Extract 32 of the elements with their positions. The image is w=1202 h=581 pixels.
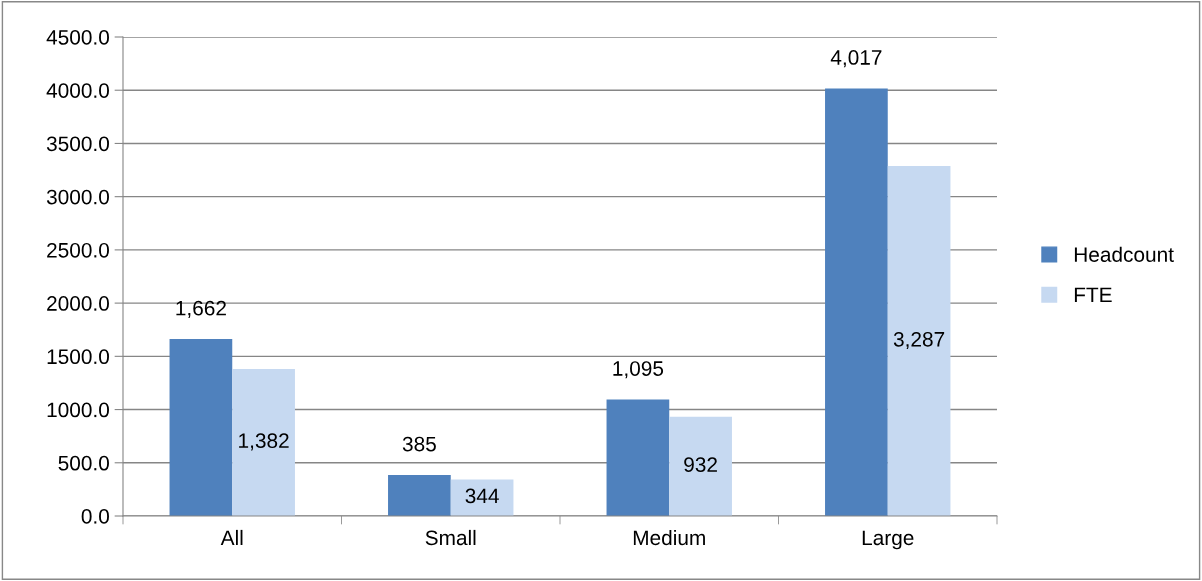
y-tick-label: 3500.0 [46,136,109,152]
y-tick-label: 0.0 [81,509,109,524]
bar [232,368,295,516]
x-tick-label: All [220,529,243,545]
data-label: 3,287 [893,331,945,350]
bar [825,88,888,516]
bar [169,339,233,516]
legend-label: Headcount [1074,246,1174,262]
y-tick-label: 2500.0 [47,242,109,258]
x-tick-label: Medium [633,529,705,546]
y-tick-label: 1000.0 [47,402,109,418]
bar [669,416,732,516]
bar [887,166,951,516]
data-label: 4,017 [830,50,882,68]
bar [606,399,670,516]
y-tick-label: 500.0 [58,455,109,471]
x-tick-label: Small [425,529,476,546]
data-label: 932 [684,457,717,472]
data-label: 1,382 [239,433,289,451]
y-tick-label: 3000.0 [46,189,109,205]
data-label: 385 [402,436,436,452]
bar [388,475,451,516]
data-label: 1,095 [613,361,664,379]
y-tick-label: 4500.0 [46,30,109,45]
y-tick-label: 4000.0 [46,83,109,98]
bar [450,479,514,516]
data-label: 344 [465,488,499,504]
legend-label: FTE [1074,287,1112,303]
y-tick-label: 1500.0 [47,349,109,365]
data-label: 1,662 [176,300,226,318]
y-tick-label: 2000.0 [47,296,109,311]
x-tick-label: Large [862,530,914,550]
